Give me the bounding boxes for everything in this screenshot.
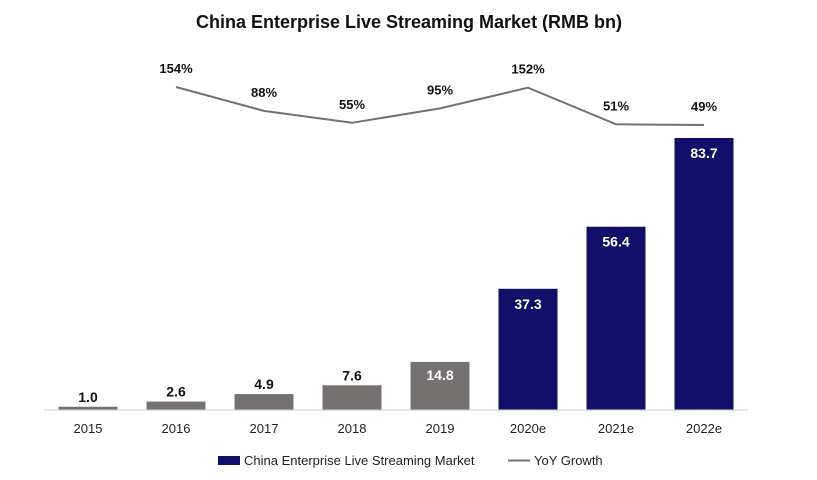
legend-label-yoy: YoY Growth xyxy=(534,453,603,468)
bar-value-label-2020e: 37.3 xyxy=(514,296,541,312)
legend: China Enterprise Live Streaming Market Y… xyxy=(218,453,603,468)
bar-2021e xyxy=(586,226,646,410)
bar-2018 xyxy=(322,385,382,410)
x-tick-2022e: 2022e xyxy=(686,421,722,436)
x-tick-2019: 2019 xyxy=(426,421,455,436)
yoy-value-label-2018: 55% xyxy=(339,97,365,112)
bar-value-label-2022e: 83.7 xyxy=(690,145,717,161)
bar-2017 xyxy=(234,394,294,410)
yoy-value-label-2022e: 49% xyxy=(691,99,717,114)
yoy-value-label-2020e: 152% xyxy=(511,62,545,77)
bar-value-label-2021e: 56.4 xyxy=(602,234,629,250)
bar-value-label-2019: 14.8 xyxy=(426,367,453,383)
bar-value-labels: 1.0 2.6 4.9 7.6 14.8 37.3 56.4 83.7 xyxy=(78,145,718,405)
bar-value-label-2015: 1.0 xyxy=(78,389,98,405)
bar-2016 xyxy=(146,401,206,410)
x-tick-2020e: 2020e xyxy=(510,421,546,436)
yoy-value-label-2019: 95% xyxy=(427,82,453,97)
legend-swatch-market xyxy=(218,456,240,465)
chart-title: China Enterprise Live Streaming Market (… xyxy=(196,12,622,32)
yoy-value-label-2021e: 51% xyxy=(603,98,629,113)
x-tick-2017: 2017 xyxy=(250,421,279,436)
x-tick-2015: 2015 xyxy=(74,421,103,436)
bar-2022e xyxy=(674,138,734,410)
bar-2019 xyxy=(410,361,470,410)
bar-value-label-2018: 7.6 xyxy=(342,367,362,383)
yoy-line-series xyxy=(175,86,705,126)
bar-2015 xyxy=(58,406,118,410)
x-axis-tick-labels: 2015 2016 2017 2018 2019 2020e 2021e 2022e xyxy=(74,421,723,436)
yoy-value-labels: 154% 88% 55% 95% 152% 51% 49% xyxy=(159,61,717,114)
bar-value-label-2016: 2.6 xyxy=(166,384,186,400)
yoy-value-label-2016: 154% xyxy=(159,61,193,76)
bar-value-label-2017: 4.9 xyxy=(254,376,274,392)
x-tick-2018: 2018 xyxy=(338,421,367,436)
bar-2020e xyxy=(498,288,558,410)
x-tick-2021e: 2021e xyxy=(598,421,634,436)
bar-series xyxy=(58,138,734,410)
x-tick-2016: 2016 xyxy=(162,421,191,436)
yoy-value-label-2017: 88% xyxy=(251,85,277,100)
legend-label-market: China Enterprise Live Streaming Market xyxy=(244,453,475,468)
